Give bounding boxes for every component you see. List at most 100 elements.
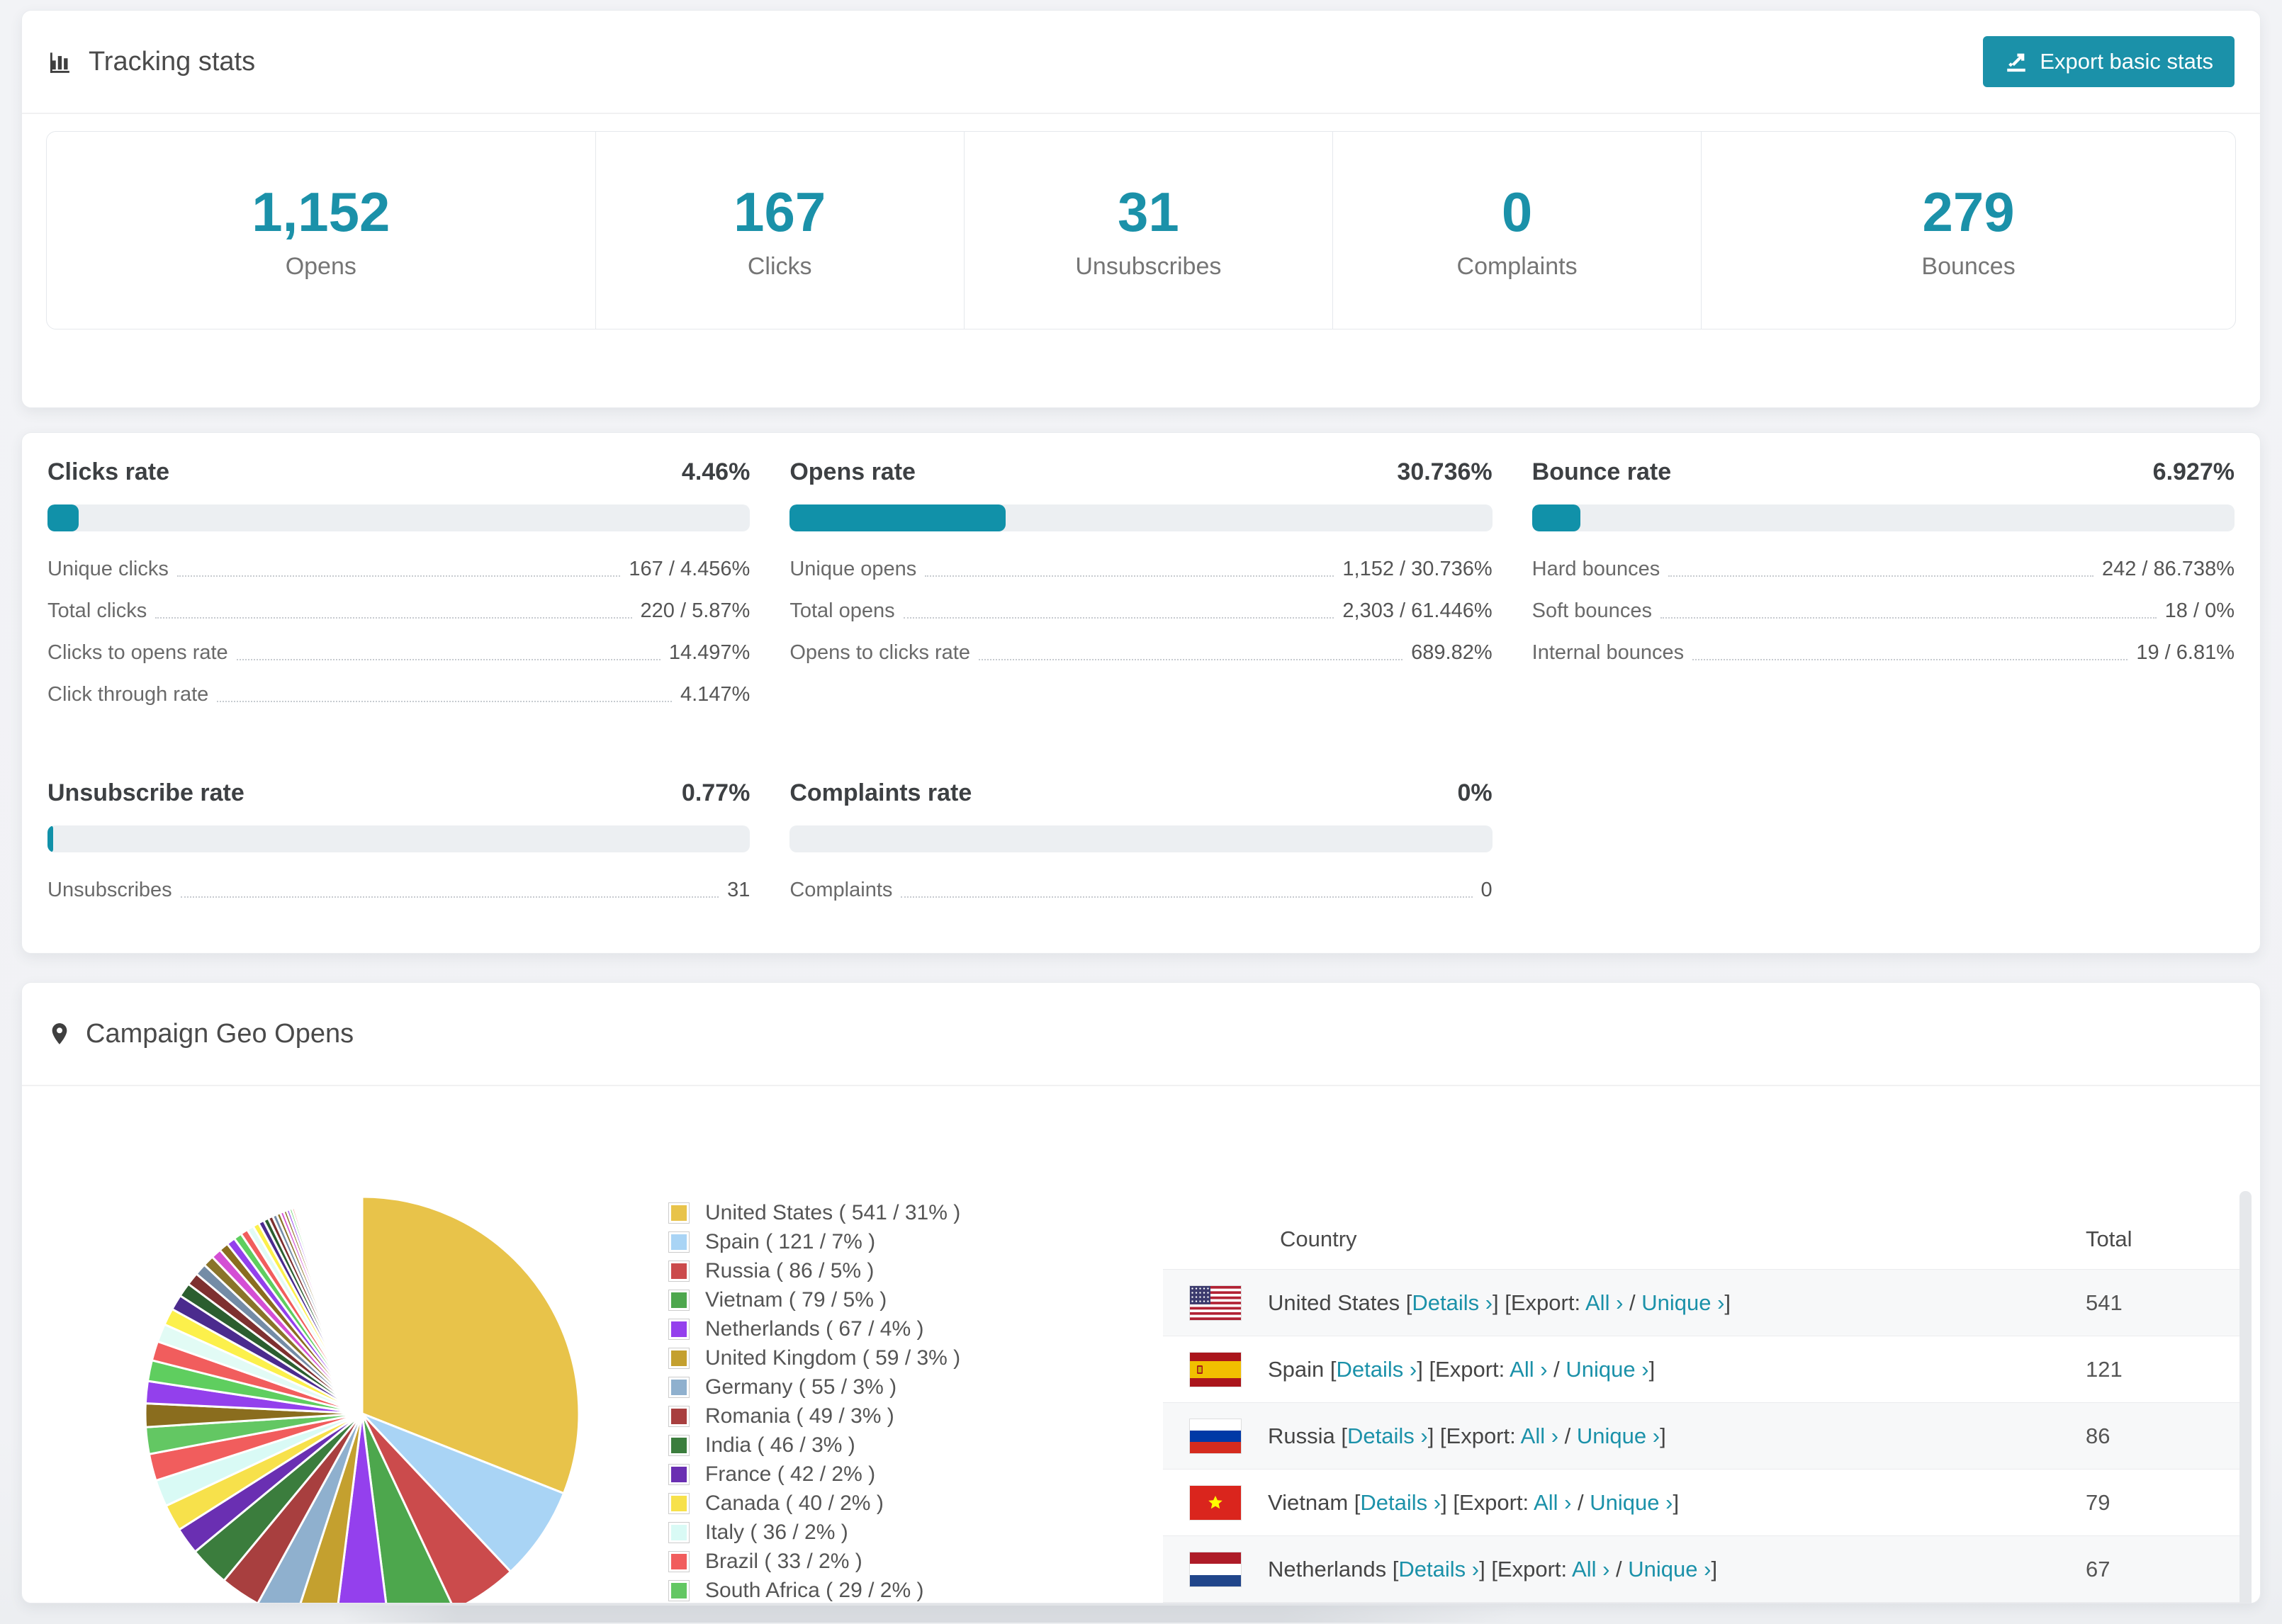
country-name: Spain [ [1268, 1356, 1337, 1382]
legend-item-netherlands: Netherlands ( 67 / 4% ) [668, 1314, 960, 1343]
rate-percent: 0% [1457, 779, 1493, 806]
closing-bracket: ] [1660, 1423, 1666, 1448]
rate-progress-fill [789, 504, 1006, 531]
export-basic-stats-button[interactable]: Export basic stats [1983, 36, 2235, 87]
rate-title: Opens rate [789, 458, 916, 485]
rate-block-opens-rate: Opens rate 30.736% Unique opens 1,152 / 30.… [789, 458, 1493, 724]
total-cell: 79 [2086, 1489, 2110, 1515]
rate-detail-row: Complaints 0 [789, 878, 1492, 903]
rates-card: Clicks rate 4.46% Unique clicks 167 / 4.456… [21, 432, 2261, 954]
closing-bracket: ] [1724, 1290, 1731, 1315]
rate-row-value: 689.82% [1411, 641, 1493, 664]
tracking-stats-card: Tracking stats Export basic stats 1,152 O… [21, 10, 2261, 408]
export-all-link[interactable]: All › [1510, 1356, 1548, 1382]
legend-swatch [668, 1376, 690, 1398]
stat-cell-opens: 1,152 Opens [47, 132, 595, 329]
rate-progress-bar [789, 504, 1493, 531]
legend-label: Spain ( 121 / 7% ) [705, 1229, 876, 1253]
legend-swatch [668, 1289, 690, 1311]
rate-percent: 0.77% [681, 779, 751, 806]
stats-summary-row: 1,152 Opens 167 Clicks 31 Unsubscribes 0 Compla… [46, 131, 2236, 329]
rate-title: Bounce rate [1531, 458, 1672, 485]
dotted-leader [903, 617, 1334, 619]
export-unique-link[interactable]: Unique › [1590, 1489, 1673, 1515]
total-cell: 67 [2086, 1556, 2110, 1581]
export-prefix-text: ] [Export: [1441, 1489, 1534, 1515]
closing-bracket: ] [1648, 1356, 1656, 1382]
stat-cell-clicks: 167 Clicks [595, 132, 964, 329]
pie-slice-russia [361, 1412, 512, 1603]
rate-row-value: 167 / 4.456% [629, 558, 751, 580]
export-unique-link[interactable]: Unique › [1576, 1423, 1660, 1448]
geo-title: Campaign Geo Opens [47, 1019, 354, 1049]
geo-table-row-united-kingdom: United Kingdom [Details ›] [Export: All … [1163, 1602, 2252, 1603]
geo-title-text: Campaign Geo Opens [86, 1018, 354, 1049]
export-unique-link[interactable]: Unique › [1641, 1290, 1725, 1315]
legend-item-united-kingdom: United Kingdom ( 59 / 3% ) [668, 1343, 960, 1372]
export-all-link[interactable]: All › [1572, 1556, 1610, 1581]
legend-swatch [668, 1318, 690, 1340]
legend-item-brazil: Brazil ( 33 / 2% ) [668, 1547, 960, 1576]
country-name: Russia [ [1268, 1423, 1347, 1448]
country-cell: Spain [Details ›] [Export: All › / Uniqu… [1268, 1357, 2086, 1382]
pie-slice-vietnam [361, 1412, 453, 1603]
legend-label: Brazil ( 33 / 2% ) [705, 1549, 862, 1573]
details-link[interactable]: Details › [1360, 1489, 1441, 1515]
details-link[interactable]: Details › [1347, 1423, 1428, 1448]
stat-cell-bounces: 279 Bounces [1701, 132, 2235, 329]
export-prefix-text: ] [Export: [1479, 1556, 1573, 1581]
dotted-leader [925, 575, 1334, 577]
details-link[interactable]: Details › [1412, 1290, 1493, 1315]
rate-progress-bar [47, 504, 751, 531]
map-marker-icon [52, 1023, 67, 1044]
dotted-leader [901, 896, 1473, 898]
stat-label: Clicks [747, 253, 812, 280]
rate-row-label: Total clicks [47, 599, 147, 622]
export-all-link[interactable]: All › [1585, 1290, 1624, 1315]
rate-block-bounce-rate: Bounce rate 6.927% Hard bounces 242 / 86.73… [1531, 458, 2235, 724]
rate-title: Clicks rate [47, 458, 169, 485]
details-link[interactable]: Details › [1336, 1356, 1417, 1382]
legend-item-india: India ( 46 / 3% ) [668, 1431, 960, 1460]
legend-item-vietnam: Vietnam ( 79 / 5% ) [668, 1285, 960, 1314]
export-unique-link[interactable]: Unique › [1628, 1556, 1712, 1581]
flag-ru-icon [1190, 1419, 1241, 1453]
rate-row-label: Soft bounces [1531, 599, 1652, 622]
vertical-scrollbar[interactable] [2239, 1191, 2252, 1603]
closing-bracket: ] [1711, 1556, 1718, 1581]
dotted-leader [180, 896, 719, 898]
export-unique-link[interactable]: Unique › [1566, 1356, 1649, 1382]
dotted-leader [155, 617, 632, 619]
legend-label: United States ( 541 / 31% ) [705, 1200, 961, 1224]
export-all-link[interactable]: All › [1534, 1489, 1572, 1515]
rate-detail-row: Opens to clicks rate 689.82% [789, 641, 1492, 665]
stat-cell-unsubscribes: 31 Unsubscribes [963, 132, 1332, 329]
geo-opens-pie-chart[interactable] [142, 1194, 582, 1603]
dotted-leader [1668, 575, 2093, 577]
rate-block-clicks-rate: Clicks rate 4.46% Unique clicks 167 / 4.456… [47, 458, 751, 724]
details-link[interactable]: Details › [1398, 1556, 1480, 1581]
rate-percent: 30.736% [1397, 458, 1493, 485]
rate-title: Complaints rate [789, 779, 972, 806]
flag-us-icon [1190, 1285, 1241, 1320]
rate-progress-bar [789, 825, 1493, 852]
flag-nl-icon [1190, 1552, 1241, 1586]
rate-detail-row: Total opens 2,303 / 61.446% [789, 599, 1492, 624]
legend-item-germany: Germany ( 55 / 3% ) [668, 1372, 960, 1402]
export-prefix-text: ] [Export: [1427, 1423, 1521, 1448]
rate-detail-row: Unsubscribes 31 [47, 878, 750, 903]
dotted-leader [236, 659, 661, 660]
rate-row-label: Hard bounces [1531, 558, 1660, 580]
export-all-link[interactable]: All › [1520, 1423, 1559, 1448]
stat-label: Complaints [1456, 253, 1578, 280]
rate-detail-row: Internal bounces 19 / 6.81% [1532, 641, 2235, 665]
export-prefix-text: ] [Export: [1493, 1290, 1585, 1315]
rate-block-complaints-rate: Complaints rate 0% Complaints 0 [789, 779, 1493, 920]
horizontal-scrollbar[interactable] [340, 1606, 1517, 1623]
rate-progress-fill [1531, 504, 1581, 531]
legend-label: Netherlands ( 67 / 4% ) [705, 1316, 924, 1341]
rate-progress-bar [1531, 504, 2235, 531]
geo-country-table: Country Total United States [Details ›] … [1163, 1209, 2252, 1603]
geo-table-row-russia: Russia [Details ›] [Export: All › / Uniq… [1163, 1402, 2252, 1469]
rate-block-unsubscribe-rate: Unsubscribe rate 0.77% Unsubscribes 31 [47, 779, 751, 920]
